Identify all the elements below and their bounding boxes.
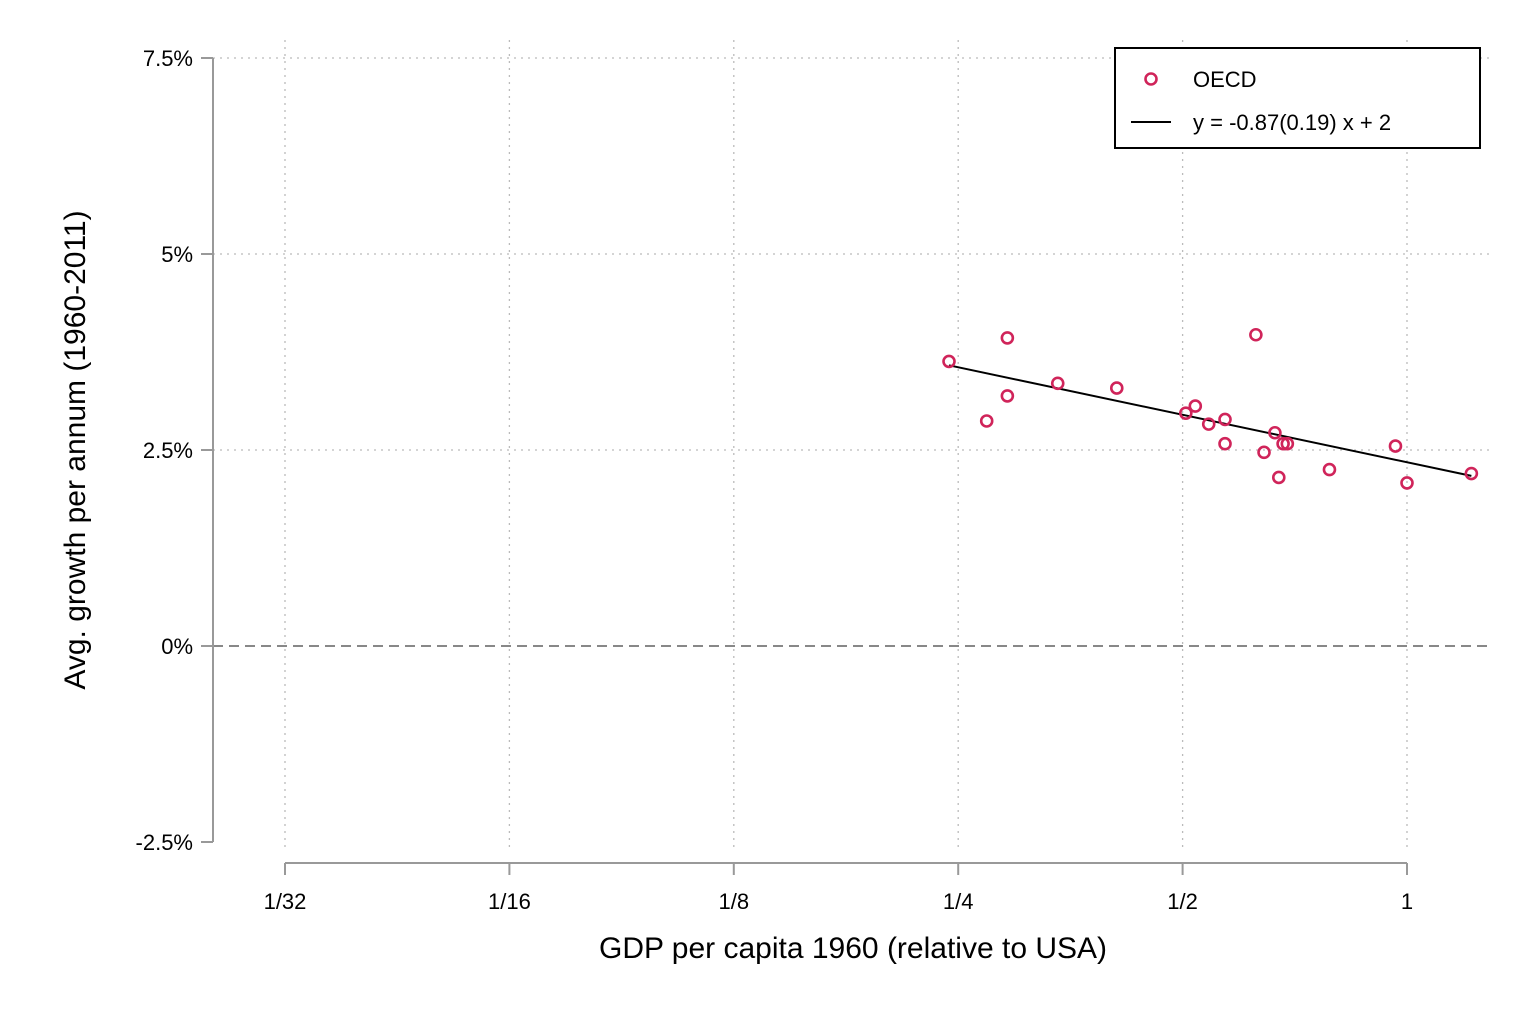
data-point — [1276, 436, 1290, 451]
legend-label: OECD — [1193, 67, 1257, 92]
data-point — [1322, 462, 1337, 477]
data-point — [1000, 389, 1015, 403]
data-point — [1280, 436, 1295, 451]
x-tick-label: 1/32 — [264, 889, 307, 914]
data-point — [1400, 476, 1414, 490]
data-point — [1257, 445, 1271, 460]
y-tick-label: -2.5% — [136, 830, 193, 855]
data-point — [1271, 470, 1286, 485]
data-point — [1249, 327, 1263, 342]
x-tick-label: 1/16 — [488, 889, 531, 914]
x-axis-title: GDP per capita 1960 (relative to USA) — [599, 932, 1107, 965]
data-point — [1268, 425, 1282, 440]
data-point — [1464, 466, 1479, 481]
data-point — [1050, 376, 1065, 391]
data-point — [1109, 381, 1124, 395]
data-point — [1179, 406, 1193, 420]
fit-line — [948, 364, 1472, 477]
x-tick-label: 1/4 — [943, 889, 974, 914]
data-point — [1188, 399, 1203, 413]
data-point — [1000, 331, 1015, 345]
y-tick-label: 5% — [161, 242, 193, 267]
data-point — [1218, 436, 1232, 451]
data-point — [1388, 439, 1403, 453]
data-point — [942, 354, 956, 369]
x-tick-label: 1/2 — [1167, 889, 1198, 914]
data-point — [979, 414, 994, 428]
legend-marker — [1144, 72, 1158, 86]
legend-label: y = -0.87(0.19) x + 2 — [1193, 110, 1391, 135]
data-point — [1201, 417, 1216, 431]
legend-box — [1114, 47, 1481, 149]
x-tick-label: 1 — [1401, 889, 1413, 914]
x-tick-label: 1/8 — [719, 889, 750, 914]
data-point — [1218, 412, 1232, 427]
y-tick-label: 7.5% — [143, 46, 193, 71]
y-tick-label: 2.5% — [143, 438, 193, 463]
y-tick-label: 0% — [161, 634, 193, 659]
y-axis-title: Avg. growth per annum (1960-2011) — [59, 210, 92, 689]
